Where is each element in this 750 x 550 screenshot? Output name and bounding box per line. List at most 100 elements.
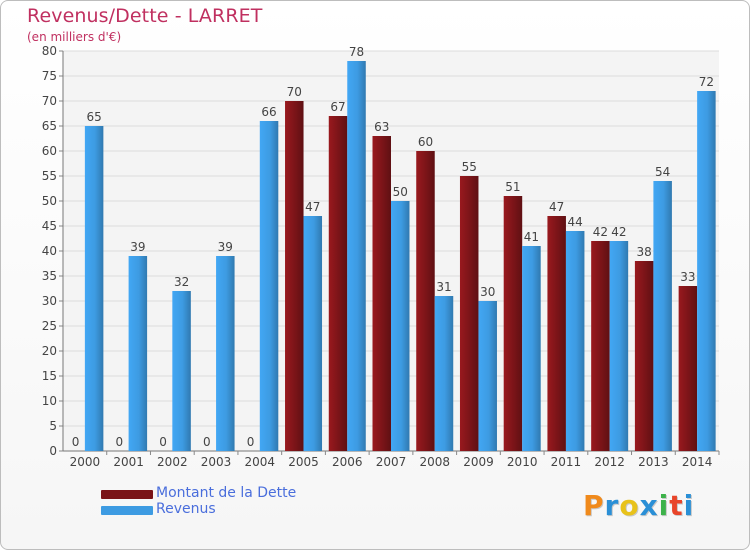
y-tick-label: 80: [42, 44, 57, 58]
bar-revenus: [347, 61, 366, 451]
x-tick-label: 2007: [376, 455, 407, 469]
logo-letter: t: [669, 489, 684, 522]
data-label: 54: [655, 165, 670, 179]
data-label: 65: [86, 110, 101, 124]
legend-label-dette: Montant de la Dette: [156, 485, 297, 501]
y-tick-label: 0: [49, 444, 57, 458]
data-label: 63: [374, 120, 389, 134]
proxiti-logo: Proxiti: [583, 489, 694, 522]
y-tick-label: 20: [42, 344, 57, 358]
bar-revenus: [259, 121, 279, 451]
bar-dette: [678, 286, 698, 451]
data-label: 50: [393, 185, 408, 199]
x-tick-label: 2008: [419, 455, 450, 469]
x-tick-label: 2009: [463, 455, 494, 469]
chart-subtitle: (en milliers d'€): [27, 30, 122, 44]
data-label: 41: [524, 230, 539, 244]
data-label: 0: [116, 435, 124, 449]
data-label: 0: [159, 435, 167, 449]
x-tick-label: 2010: [507, 455, 538, 469]
bar-revenus: [434, 296, 454, 451]
data-label: 42: [593, 225, 608, 239]
logo-letter: o: [619, 489, 640, 522]
y-tick-label: 40: [42, 244, 57, 258]
bar-dette: [372, 136, 391, 451]
bar-revenus: [84, 126, 104, 451]
data-label: 70: [287, 85, 302, 99]
data-label: 32: [174, 275, 189, 289]
x-tick-label: 2002: [157, 455, 188, 469]
y-tick-label: 45: [42, 219, 57, 233]
x-tick-label: 2012: [594, 455, 625, 469]
bar-revenus: [391, 201, 410, 451]
bar-revenus: [609, 241, 629, 451]
bar-revenus: [172, 291, 191, 451]
logo-letter: x: [639, 489, 659, 522]
x-tick-label: 2014: [682, 455, 713, 469]
bar-revenus: [128, 256, 148, 451]
chart-title: Revenus/Dette - LARRET: [27, 5, 263, 27]
data-label: 78: [349, 45, 364, 59]
x-tick-label: 2011: [551, 455, 582, 469]
y-tick-label: 15: [42, 369, 57, 383]
x-tick-label: 2013: [638, 455, 669, 469]
x-tick-label: 2004: [245, 455, 276, 469]
y-tick-label: 10: [42, 394, 57, 408]
y-tick-label: 25: [42, 319, 57, 333]
data-label: 0: [203, 435, 211, 449]
y-tick-label: 30: [42, 294, 57, 308]
x-tick-label: 2003: [201, 455, 232, 469]
y-tick-label: 55: [42, 169, 57, 183]
data-label: 47: [305, 200, 320, 214]
data-label: 0: [247, 435, 255, 449]
logo-letter: i: [658, 489, 670, 522]
data-label: 0: [72, 435, 80, 449]
y-tick-label: 70: [42, 94, 57, 108]
data-label: 51: [505, 180, 520, 194]
data-label: 42: [611, 225, 626, 239]
y-tick-label: 5: [49, 419, 57, 433]
y-tick-label: 60: [42, 144, 57, 158]
data-label: 39: [218, 240, 233, 254]
bar-revenus: [303, 216, 323, 451]
data-label: 30: [480, 285, 495, 299]
data-label: 47: [549, 200, 564, 214]
bar-dette: [285, 101, 304, 451]
y-tick-label: 65: [42, 119, 57, 133]
y-tick-label: 35: [42, 269, 57, 283]
data-label: 72: [699, 75, 714, 89]
y-tick-label: 75: [42, 69, 57, 83]
bar-revenus: [697, 91, 716, 451]
data-label: 66: [261, 105, 276, 119]
logo-letter: i: [683, 489, 695, 522]
bar-dette: [328, 116, 348, 451]
bar-dette: [459, 176, 479, 451]
legend-swatch-dette: [101, 490, 153, 499]
bar-revenus: [565, 231, 585, 451]
bar-dette: [416, 151, 435, 451]
legend-label-revenus: Revenus: [156, 501, 216, 517]
data-label: 39: [130, 240, 145, 254]
bar-dette: [503, 196, 523, 451]
y-tick-label: 50: [42, 194, 57, 208]
bar-revenus: [653, 181, 672, 451]
logo-letter: r: [604, 489, 620, 522]
legend-swatch-revenus: [101, 506, 153, 515]
bar-dette: [547, 216, 566, 451]
bar-dette: [591, 241, 610, 451]
x-tick-label: 2005: [288, 455, 319, 469]
bar-revenus: [478, 301, 497, 451]
x-tick-label: 2001: [113, 455, 144, 469]
x-tick-label: 2000: [70, 455, 101, 469]
bar-dette: [634, 261, 654, 451]
data-label: 60: [418, 135, 433, 149]
logo-letter: P: [583, 489, 605, 522]
data-label: 31: [436, 280, 451, 294]
data-label: 55: [462, 160, 477, 174]
data-label: 38: [637, 245, 652, 259]
data-label: 67: [330, 100, 345, 114]
data-label: 33: [680, 270, 695, 284]
bar-revenus: [216, 256, 235, 451]
